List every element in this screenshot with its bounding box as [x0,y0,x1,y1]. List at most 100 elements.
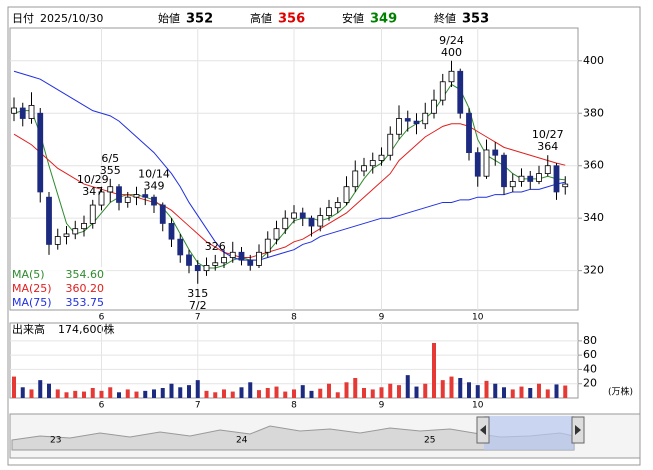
volume-bar [458,378,463,398]
candle-body [282,217,289,230]
candle-body [492,149,499,156]
candle-body [352,170,359,188]
candle-body [448,70,455,83]
candle-body [247,259,254,266]
candle-body [396,118,402,135]
year-label: 23 [50,436,61,446]
volume-bar [353,378,358,398]
volume-bar [248,382,253,398]
candle-body [107,186,114,193]
candle-body [221,257,227,264]
volume-bar [204,390,209,398]
candle-body [509,181,516,188]
volume-last: 174,600株 [58,322,115,336]
candle-body [317,215,324,227]
x-tick-label: 6 [99,313,105,323]
annotation-value: 315 [187,287,208,300]
y-tick-label: 340 [583,211,604,224]
candle-body [527,175,534,182]
volume-bar [64,392,69,398]
volume-bar [545,389,550,398]
ma-line [13,83,566,269]
candle-body [308,217,315,227]
volume-bar [467,382,471,398]
volume-bar [134,391,139,398]
candle-body [151,196,157,206]
candle-body [334,202,341,209]
volume-bar [213,392,218,398]
volume-bar [362,388,366,398]
candle-body [72,228,79,235]
field-value: 349 [370,12,397,27]
volume-bar [554,384,559,398]
field-name: 安値 [342,11,364,25]
navigator-selection[interactable] [484,416,574,450]
volume-bar [108,387,113,398]
field-name: 高値 [250,11,272,25]
candle-body [11,107,17,114]
candle-body [518,175,525,182]
candle-body [54,236,61,245]
legend-value: 360.20 [66,282,105,295]
candle-body [483,149,490,177]
candle-body [142,194,149,198]
volume-bar [344,382,349,398]
candle-body [133,194,140,198]
candle-body [326,207,332,216]
candle-body [291,212,297,219]
y-tick-label: 40 [583,362,597,375]
legend-value: 354.60 [66,268,105,281]
volume-bar [82,391,86,398]
volume-bar [440,380,445,398]
candle-body [457,70,464,114]
candle-body [387,133,394,156]
volume-bar [475,385,480,398]
candle-body [369,160,376,167]
y-tick-label: 60 [583,348,597,361]
field-value: 353 [462,12,489,27]
volume-bar [152,389,156,398]
volume-bar [423,383,428,398]
volume-bar [187,385,191,398]
candle-body [264,238,271,253]
y-tick-label: 20 [583,377,597,390]
volume-bar [370,389,375,398]
volume-bar [484,380,489,398]
candle-body [466,112,472,154]
volume-bar [292,389,296,398]
volume-bar [47,383,51,398]
year-label: 25 [424,436,435,446]
annotation-date: 7/2 [189,299,207,312]
volume-bar [178,387,183,398]
legend-name: MA(25) [12,282,52,295]
field-value: 352 [186,12,213,27]
x-tick-label: 7 [195,313,201,323]
volume-bar [38,380,43,398]
navigator: 23 24 25 [9,413,641,459]
year-label: 24 [236,436,248,446]
annotation-value: 349 [144,180,165,193]
candle-body [203,265,210,272]
volume-bar [29,389,34,398]
volume-bar [379,387,384,398]
candle-body [238,251,245,261]
candle-body [256,251,262,266]
candle-body [299,212,306,219]
annotation-date: 10/29 [77,173,109,186]
legend-name: MA(5) [12,268,45,281]
volume-bar [265,388,270,398]
x-tick-label: 10 [472,401,484,411]
volume-bar [239,387,244,398]
candle-body [562,183,569,188]
candle-body [37,112,44,193]
legend-value: 353.75 [66,296,105,309]
annotation-value: 355 [100,164,121,177]
candle-body [343,186,350,203]
x-tick-label: 6 [99,401,105,411]
candle-body [98,191,105,206]
date: 2025/10/30 [40,12,103,25]
candle-body [536,173,542,182]
x-tick-label: 9 [379,313,385,323]
candle-body [194,265,201,272]
x-tick-label: 8 [291,401,297,411]
